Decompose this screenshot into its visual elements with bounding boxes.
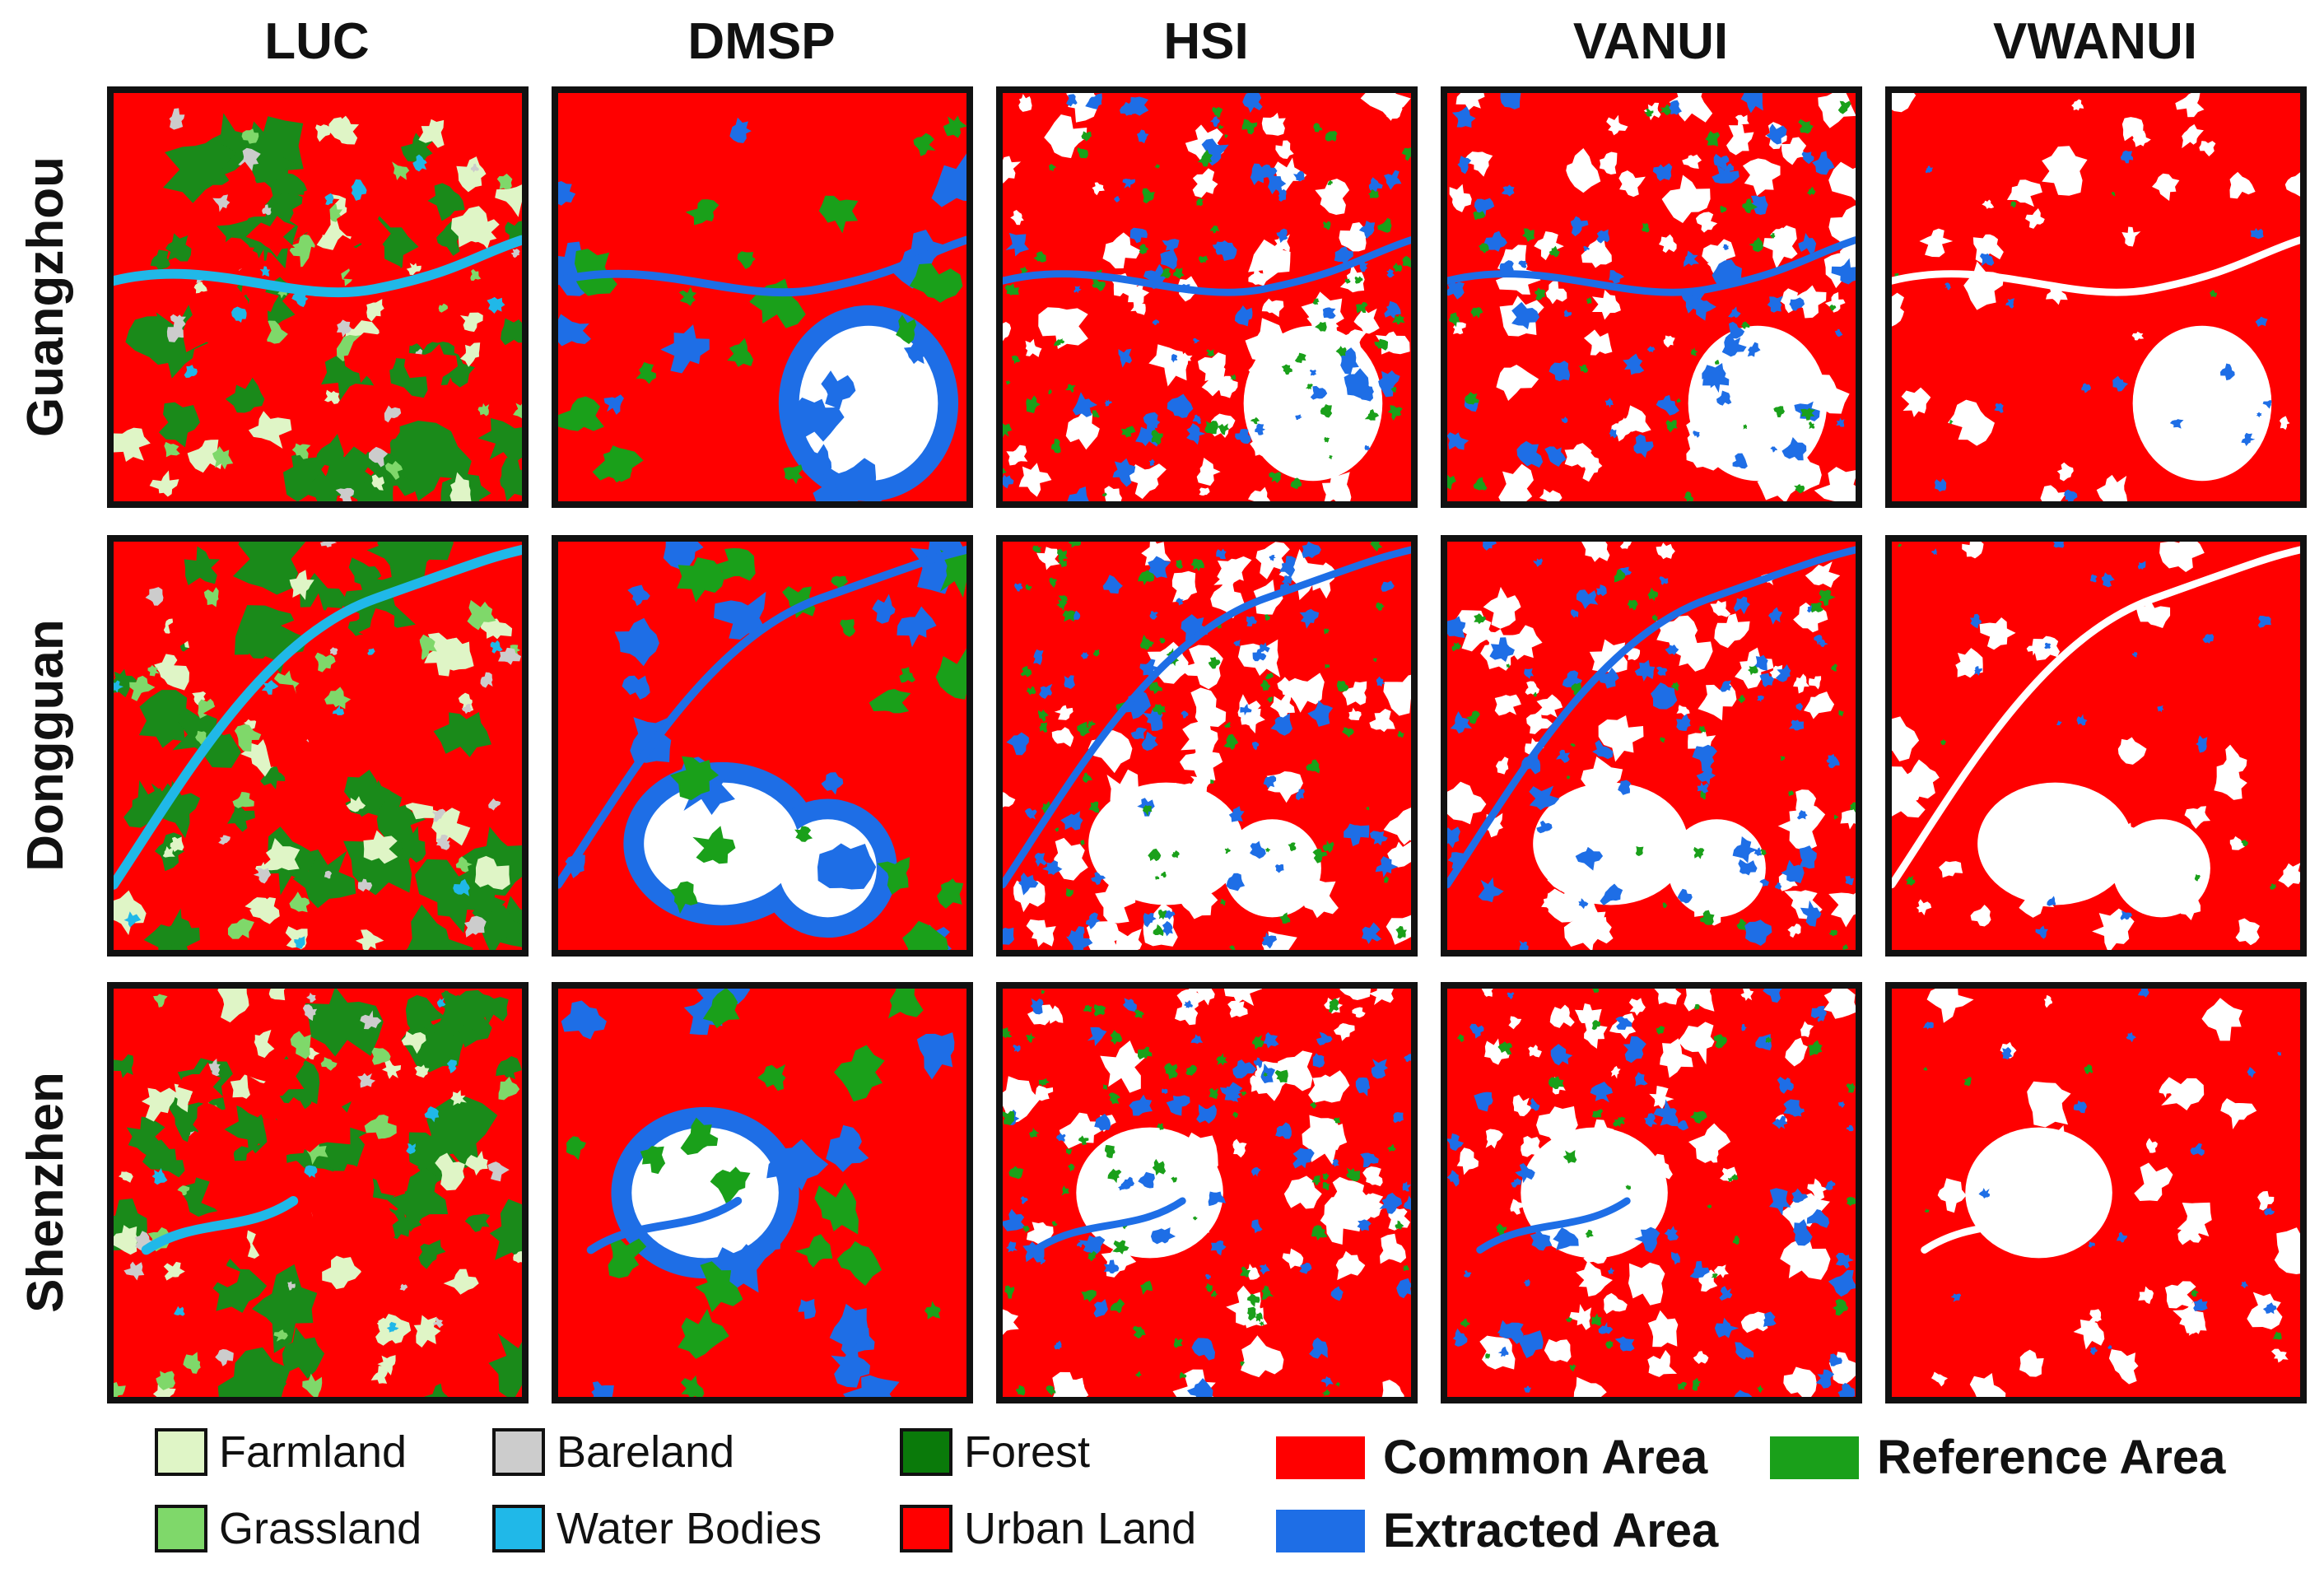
map-image — [558, 989, 966, 1397]
legend-label: Extracted Area — [1383, 1504, 1719, 1557]
map-panel-dongguan-vanui — [1441, 535, 1862, 957]
map-panel-shenzhen-luc — [107, 982, 529, 1403]
row-header-shenzhen: Shenzhen — [16, 1071, 74, 1313]
water-bodies-swatch — [492, 1505, 545, 1552]
map-image — [1447, 93, 1856, 501]
legend-farmland: Farmland — [155, 1427, 407, 1478]
legend-common-area: Common Area — [1276, 1430, 1707, 1485]
legend-water-bodies: Water Bodies — [492, 1503, 822, 1554]
column-header-hsi: HSI — [1163, 12, 1249, 70]
map-image — [1447, 989, 1856, 1397]
map-panel-guangzhou-hsi — [996, 86, 1418, 508]
column-header-dmsp: DMSP — [687, 12, 836, 70]
legend-label: Water Bodies — [557, 1504, 822, 1553]
map-panel-dongguan-dmsp — [552, 535, 973, 957]
legend-label: Reference Area — [1877, 1431, 2226, 1484]
map-image — [114, 542, 522, 950]
row-header-guangzhou: Guangzhou — [16, 156, 74, 437]
extracted-area-swatch — [1276, 1509, 1365, 1552]
map-image — [114, 989, 522, 1397]
map-image — [1003, 542, 1411, 950]
map-panel-guangzhou-dmsp — [552, 86, 973, 508]
map-image — [1892, 989, 2300, 1397]
legend-reference-area: Reference Area — [1770, 1430, 2225, 1485]
map-panel-guangzhou-vanui — [1441, 86, 1862, 508]
legend-label: Grassland — [219, 1504, 422, 1553]
map-image — [1892, 542, 2300, 950]
map-panel-shenzhen-vwanui — [1885, 982, 2307, 1403]
legend-label: Common Area — [1383, 1431, 1708, 1484]
legend-grassland: Grassland — [155, 1503, 421, 1554]
legend-label: Bareland — [557, 1427, 735, 1477]
bareland-swatch — [492, 1428, 545, 1476]
map-panel-shenzhen-vanui — [1441, 982, 1862, 1403]
map-image — [1003, 989, 1411, 1397]
row-header-dongguan: Dongguan — [16, 618, 74, 872]
column-header-vwanui: VWANUI — [1993, 12, 2197, 70]
farmland-swatch — [155, 1428, 207, 1476]
map-panel-dongguan-hsi — [996, 535, 1418, 957]
legend-bareland: Bareland — [492, 1427, 734, 1478]
map-panel-guangzhou-luc — [107, 86, 529, 508]
column-header-luc: LUC — [264, 12, 370, 70]
map-panel-guangzhou-vwanui — [1885, 86, 2307, 508]
legend-forest: Forest — [900, 1427, 1090, 1478]
map-panel-dongguan-luc — [107, 535, 529, 957]
map-image — [558, 542, 966, 950]
map-panel-shenzhen-hsi — [996, 982, 1418, 1403]
grassland-swatch — [155, 1505, 207, 1552]
forest-swatch — [900, 1428, 952, 1476]
map-panel-shenzhen-dmsp — [552, 982, 973, 1403]
map-image — [558, 93, 966, 501]
column-header-vanui: VANUI — [1572, 12, 1729, 70]
legend-label: Farmland — [219, 1427, 408, 1477]
legend-extracted-area: Extracted Area — [1276, 1503, 1718, 1558]
map-image — [1892, 93, 2300, 501]
map-image — [1003, 93, 1411, 501]
reference-area-swatch — [1770, 1436, 1859, 1479]
map-image — [1447, 542, 1856, 950]
legend-label: Urban Land — [964, 1504, 1197, 1553]
map-image — [114, 93, 522, 501]
common-area-swatch — [1276, 1436, 1365, 1479]
legend-urban-land: Urban Land — [900, 1503, 1196, 1554]
map-panel-dongguan-vwanui — [1885, 535, 2307, 957]
legend-label: Forest — [964, 1427, 1091, 1477]
urban-land-swatch — [900, 1505, 952, 1552]
